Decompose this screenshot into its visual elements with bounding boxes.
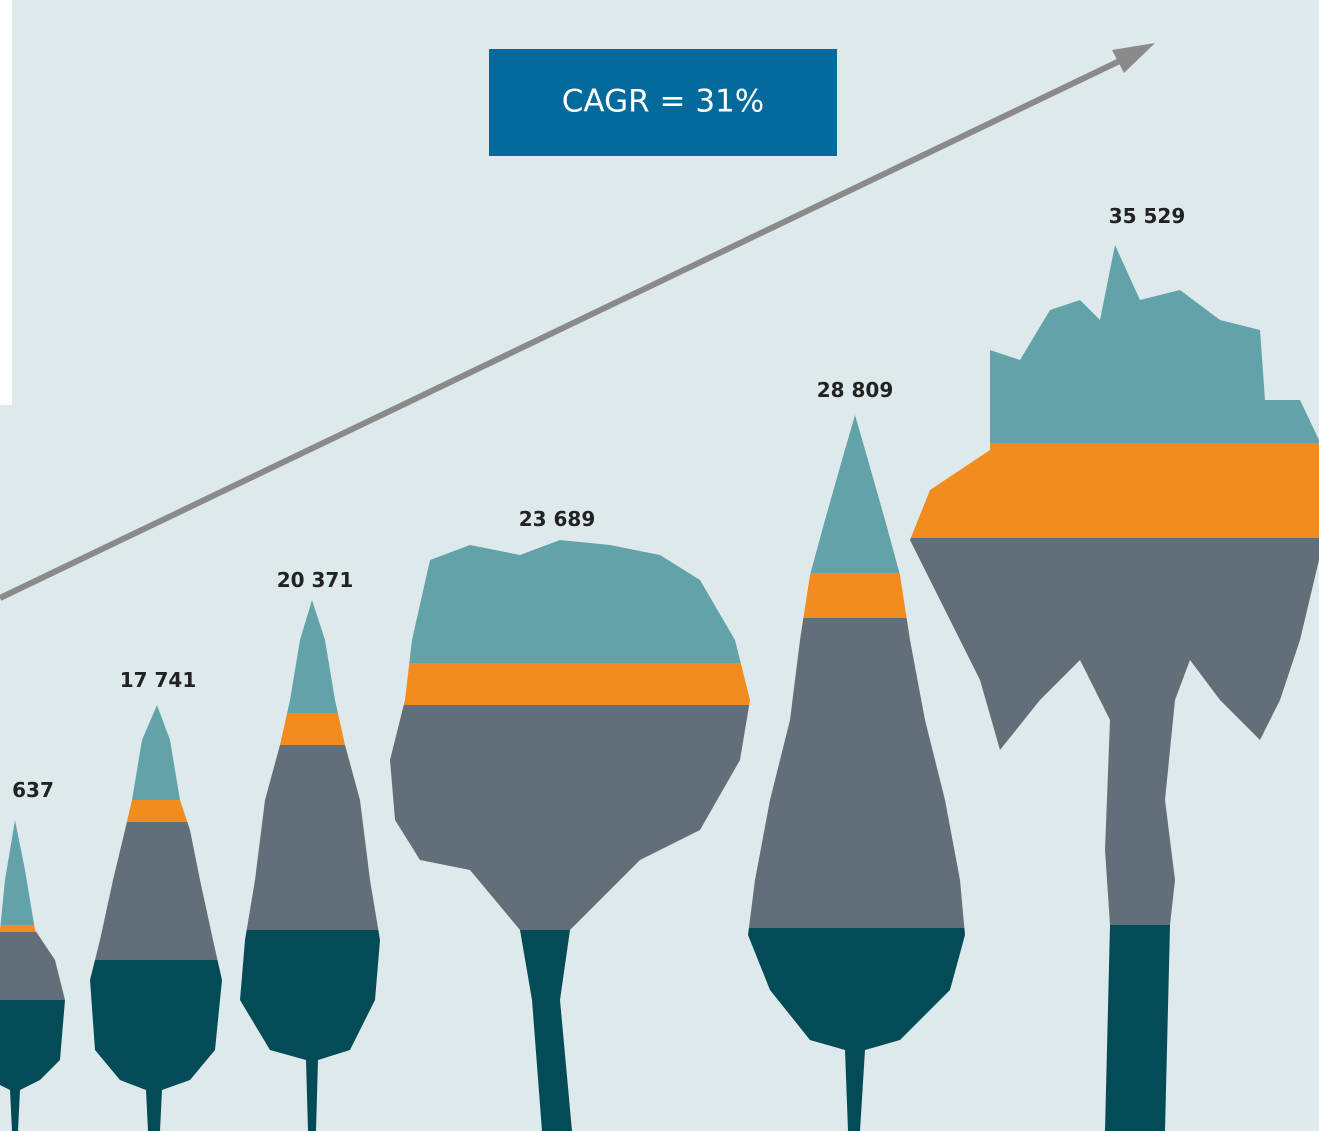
cagr-text: CAGR = 31% [562,84,764,120]
value-label: 20 371 [277,568,354,592]
value-label: 28 809 [817,378,894,402]
value-label: 17 741 [120,668,197,692]
cagr-badge [489,49,837,156]
arrow-head [1112,43,1155,73]
value-label: 637 [12,778,54,802]
value-label: 35 529 [1109,204,1186,228]
tree-band [390,663,750,705]
margin [0,0,12,405]
tree-band [0,925,65,932]
value-label: 23 689 [519,507,596,531]
growth-arrow [0,54,1130,601]
tree-band [910,443,1319,538]
